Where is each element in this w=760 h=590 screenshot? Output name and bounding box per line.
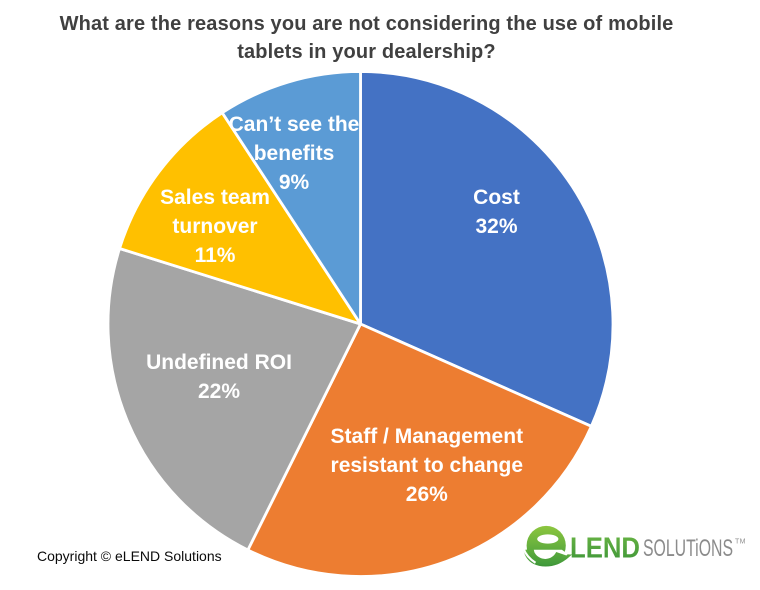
svg-text:LEND: LEND bbox=[570, 532, 640, 564]
svg-text:SOLUTiONS: SOLUTiONS bbox=[643, 535, 733, 562]
svg-text:TM: TM bbox=[735, 539, 746, 546]
